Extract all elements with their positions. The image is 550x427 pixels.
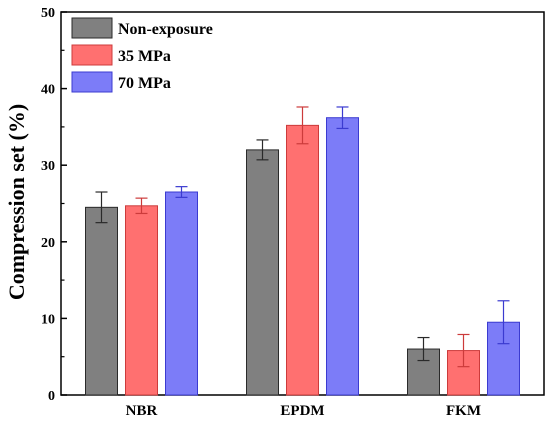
y-tick-label: 30 (41, 159, 55, 174)
legend-label: Non-exposure (118, 21, 213, 38)
y-tick-label: 50 (41, 6, 55, 21)
legend-swatch (71, 71, 113, 93)
bar-35-mpa (125, 205, 158, 396)
plot-area: 0 10 20 30 40 50 NBR EPDM FKM Non-exposure 35 MPa 7… (41, 6, 545, 419)
legend-swatch (71, 44, 113, 66)
bar-70-mpa (326, 117, 359, 396)
bar-non-exposure (246, 149, 279, 396)
legend-label: 70 MPa (118, 75, 171, 92)
x-tick-label: NBR (126, 403, 158, 419)
y-tick-label: 40 (41, 83, 55, 98)
bar-non-exposure (85, 206, 118, 396)
bar-35-mpa (286, 124, 319, 396)
y-tick-label: 0 (48, 389, 55, 404)
x-tick-label: FKM (446, 403, 481, 419)
legend-swatch (71, 17, 113, 39)
bar-70-mpa (165, 191, 198, 396)
y-axis-title: Compression set (%) (4, 104, 29, 300)
y-tick-label: 10 (41, 312, 55, 327)
x-tick-label: EPDM (280, 403, 324, 419)
y-tick-label: 20 (41, 236, 55, 251)
legend-label: 35 MPa (118, 48, 171, 65)
